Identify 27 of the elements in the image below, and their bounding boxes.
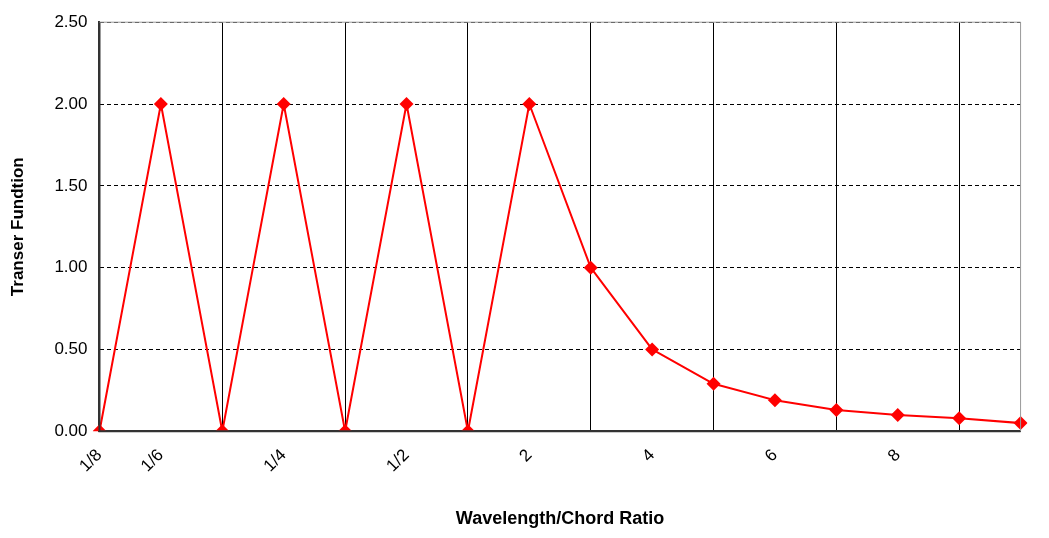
- x-tick-label: 2: [515, 445, 536, 466]
- y-tick-label: 2.50: [54, 11, 88, 31]
- x-tick-label: 4: [638, 445, 659, 466]
- y-tick-label: 1.50: [54, 175, 88, 195]
- y-tick-label: 0.00: [54, 420, 88, 440]
- point: [276, 97, 291, 112]
- point: [522, 97, 537, 112]
- x-tick-label: 6: [760, 445, 782, 466]
- point: [706, 376, 721, 391]
- point: [645, 342, 660, 357]
- point: [890, 407, 905, 422]
- x-tick-label: 1/2: [382, 445, 413, 476]
- point: [399, 97, 414, 112]
- x-axis-title: Wavelength/Chord Ratio: [455, 508, 665, 529]
- y-tick-label: 1.00: [54, 257, 88, 277]
- point: [952, 411, 967, 426]
- x-tick-label: 1/8: [75, 445, 106, 476]
- y-tick-label: 2.00: [54, 93, 88, 113]
- point: [829, 402, 844, 417]
- x-tick-label: 8: [883, 445, 904, 466]
- point: [583, 260, 598, 275]
- x-tick-label: 1/6: [136, 445, 168, 476]
- point: [767, 393, 782, 408]
- y-axis-title: Transer Fundtion: [7, 157, 27, 297]
- y-tick-label: 0.50: [54, 339, 88, 359]
- point: [153, 97, 168, 112]
- x-tick-label: 1/4: [259, 445, 290, 476]
